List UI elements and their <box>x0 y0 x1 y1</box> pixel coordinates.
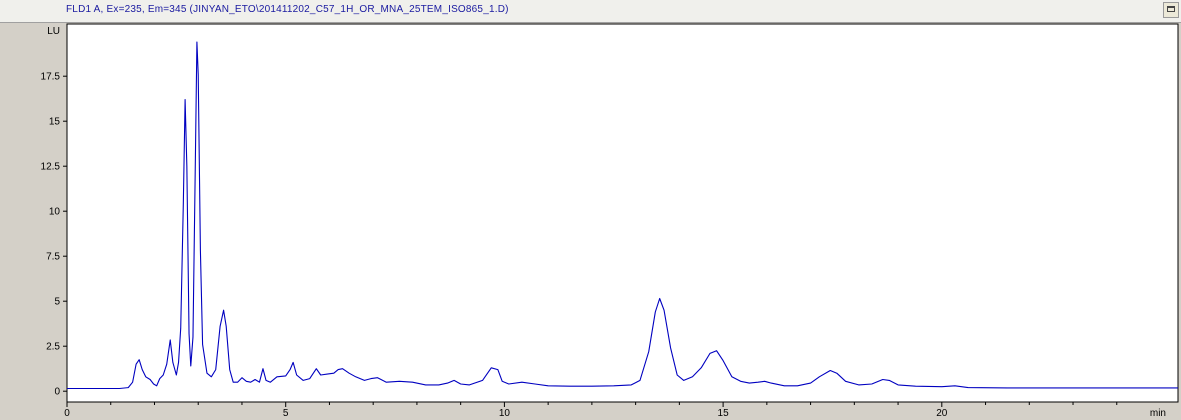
y-tick-label: 5 <box>54 297 60 308</box>
x-tick-label: 5 <box>283 408 289 419</box>
restore-window-icon[interactable] <box>1163 2 1179 18</box>
y-tick-label: 7.5 <box>46 252 60 263</box>
x-tick-label: 0 <box>64 408 70 419</box>
x-tick-label: 15 <box>718 408 730 419</box>
y-tick-label: 17.5 <box>41 72 61 83</box>
y-tick-label: 2.5 <box>46 342 60 353</box>
x-axis-label: min <box>1150 408 1166 419</box>
plot-area <box>66 23 1179 403</box>
x-tick-label: 20 <box>936 408 948 419</box>
y-axis-label: LU <box>47 26 60 37</box>
signal-title-bar: FLD1 A, Ex=235, Em=345 (JINYAN_ETO\20141… <box>0 0 1181 23</box>
y-tick-label: 0 <box>54 387 60 398</box>
signal-trace-0 <box>67 41 1178 390</box>
x-tick-label: 10 <box>499 408 511 419</box>
y-tick-label: 12.5 <box>41 162 61 173</box>
y-tick-label: 15 <box>49 117 61 128</box>
y-tick-label: 10 <box>49 207 61 218</box>
signal-title: FLD1 A, Ex=235, Em=345 (JINYAN_ETO\20141… <box>66 4 509 15</box>
